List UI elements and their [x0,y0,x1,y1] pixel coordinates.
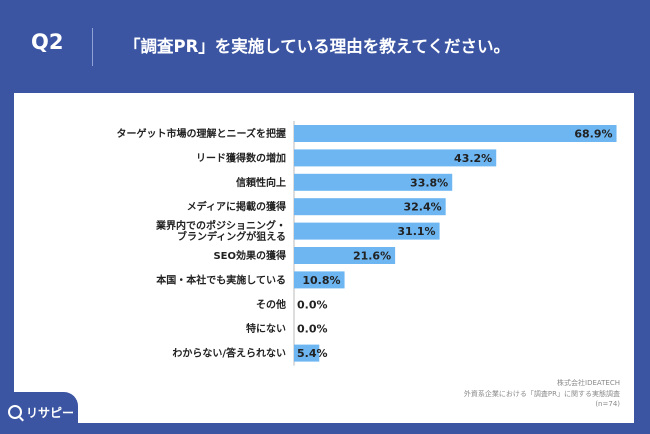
category-label: ターゲット市場の理解とニーズを把握 [117,127,287,140]
category-label: 本国・本社でも実施している [156,273,286,286]
question-number: Q2 [31,30,64,54]
value-label: 0.0% [297,323,328,336]
brand-logo-text: リサピー [26,406,75,420]
header-divider [92,28,93,66]
chart-card: ターゲット市場の理解とニーズを把握 68.9% リード獲得数の増加 43.2% 信頼性向… [14,93,634,423]
value-label: 33.8% [410,176,448,189]
value-label: 10.8% [302,274,340,287]
category-label: SEO効果の獲得 [213,249,286,262]
category-label: 信頼性向上 [236,176,286,189]
magnifier-icon [8,405,22,419]
category-label: メディアに掲載の獲得 [187,200,286,213]
header: Q2 「調査PR」を実施している理由を教えてください。 [0,0,650,92]
source-note: 株式会社IDEATECH 外資系企業における「調査PR」に関する実態調査 (n=… [464,378,620,410]
bar-9 [294,344,320,362]
bar-chart: ターゲット市場の理解とニーズを把握 68.9% リード獲得数の増加 43.2% 信頼性向… [117,121,617,366]
bar-1 [294,149,497,167]
value-label: 21.6% [353,250,391,263]
category-label: わからない/答えられない [172,347,286,360]
bar-0 [294,125,617,142]
category-label: 特にない [246,322,286,335]
value-label: 31.1% [397,225,435,238]
category-label: その他 [256,298,286,311]
source-sample: (n=74) [595,400,620,408]
value-label: 32.4% [403,201,441,214]
bar-2 [294,173,453,191]
source-survey: 外資系企業における「調査PR」に関する実態調査 [463,389,620,398]
value-label: 43.2% [454,152,492,165]
source-company: 株式会社IDEATECH [557,379,620,387]
value-label: 5.4% [297,347,328,360]
category-label: リード獲得数の増加 [196,151,286,164]
brand-logo: リサピー [0,392,78,434]
category-label: 業界内でのポジショニング・ブランディングが狙える [155,219,286,243]
bar-4 [294,222,440,240]
value-label: 0.0% [297,298,328,311]
bar-6 [294,271,345,289]
bar-5 [294,247,396,264]
bar-3 [294,198,446,216]
question-title: 「調査PR」を実施している理由を教えてください。 [124,37,510,56]
value-label: 68.9% [574,128,612,141]
